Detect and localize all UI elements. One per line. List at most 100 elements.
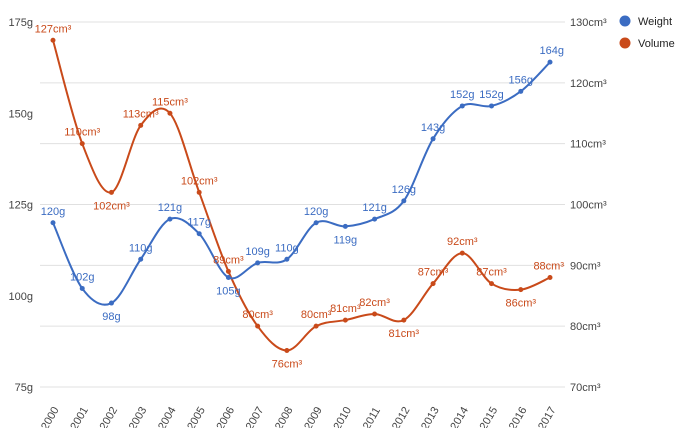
data-label-weight: 117g — [187, 217, 211, 229]
x-tick-label: 2004 — [156, 405, 179, 428]
data-point-volume — [342, 317, 348, 323]
data-point-volume — [225, 268, 231, 274]
legend: Weight Volume — [619, 15, 675, 50]
data-label-volume: 113cm³ — [123, 108, 159, 120]
x-tick-label: 2001 — [68, 405, 91, 428]
data-label-volume: 76cm³ — [272, 359, 303, 371]
data-label-volume: 80cm³ — [301, 309, 332, 321]
data-label-weight: 102g — [70, 271, 94, 283]
data-point-volume — [518, 287, 524, 293]
data-point-weight — [518, 88, 524, 94]
x-tick-label: 2006 — [214, 405, 237, 428]
x-tick-label: 2005 — [185, 405, 208, 428]
grid — [40, 21, 565, 388]
data-label-weight: 98g — [102, 311, 120, 323]
data-label-volume: 89cm³ — [213, 254, 244, 266]
data-point-volume — [313, 323, 319, 329]
data-label-volume: 87cm³ — [418, 267, 449, 279]
data-point-volume — [372, 311, 378, 317]
legend-label: Volume — [638, 38, 675, 50]
data-point-weight — [401, 198, 407, 204]
right-tick-label: 110cm³ — [570, 139, 606, 151]
left-axis: 75g 100g 125g 150g 175g — [9, 17, 33, 394]
data-point-weight — [489, 103, 495, 109]
data-label-weight: 164g — [540, 45, 564, 57]
x-tick-label: 2003 — [127, 405, 150, 428]
x-tick-label: 2017 — [536, 405, 559, 428]
data-point-weight — [372, 216, 378, 222]
data-label-weight: 120g — [304, 206, 328, 218]
data-label-volume: 127cm³ — [35, 23, 72, 35]
data-label-weight: 143g — [421, 122, 445, 134]
data-label-weight: 121g — [158, 202, 182, 214]
right-tick-label: 70cm³ — [570, 382, 601, 394]
data-point-volume — [430, 281, 436, 287]
data-point-weight — [79, 285, 85, 291]
data-point-weight — [50, 220, 56, 226]
right-tick-label: 90cm³ — [570, 260, 601, 272]
right-tick-label: 130cm³ — [570, 17, 607, 29]
data-label-volume: 115cm³ — [152, 96, 188, 108]
data-point-weight — [108, 300, 114, 306]
right-tick-label: 120cm³ — [570, 78, 607, 90]
legend-label: Weight — [638, 16, 672, 28]
x-tick-label: 2000 — [39, 405, 62, 428]
x-axis: 2000 2001 2002 2003 2004 2005 2006 2007 2008 2009… — [39, 405, 559, 428]
data-point-volume — [79, 141, 85, 147]
data-point-weight — [342, 223, 348, 229]
data-label-weight: 156g — [509, 74, 533, 86]
x-tick-label: 2002 — [98, 405, 121, 428]
data-point-weight — [167, 216, 173, 222]
data-label-volume: 82cm³ — [359, 297, 390, 309]
data-label-volume: 80cm³ — [242, 309, 273, 321]
left-tick-label: 125g — [9, 200, 33, 212]
data-label-volume: 102cm³ — [181, 175, 218, 187]
right-axis: 70cm³ 80cm³ 90cm³ 100cm³ 110cm³ 120cm³ 130cm³ — [570, 17, 607, 394]
data-label-volume: 110cm³ — [64, 127, 100, 139]
data-label-weight: 121g — [362, 202, 386, 214]
data-point-weight — [313, 220, 319, 226]
x-tick-label: 2014 — [448, 405, 471, 428]
legend-marker — [619, 15, 631, 27]
data-label-weight: 152g — [479, 89, 503, 101]
data-label-weight: 152g — [450, 89, 474, 101]
data-point-volume — [459, 250, 465, 256]
data-label-volume: 87cm³ — [476, 267, 507, 279]
x-tick-label: 2011 — [361, 405, 383, 428]
data-point-volume — [489, 281, 495, 287]
data-point-volume — [284, 348, 290, 353]
left-tick-label: 75g — [15, 382, 33, 394]
data-point-weight — [138, 256, 144, 262]
data-point-volume — [255, 323, 261, 329]
data-point-volume — [196, 189, 202, 195]
data-point-weight — [547, 59, 553, 65]
data-label-weight: 110g — [129, 242, 153, 254]
right-tick-label: 80cm³ — [570, 321, 601, 333]
data-point-volume — [108, 189, 114, 195]
data-point-volume — [547, 275, 553, 280]
x-tick-label: 2016 — [507, 405, 530, 428]
x-tick-label: 2015 — [478, 405, 501, 428]
data-point-weight — [196, 231, 202, 237]
x-tick-label: 2010 — [331, 405, 354, 428]
data-point-weight — [459, 103, 465, 109]
x-tick-label: 2012 — [390, 405, 413, 428]
left-tick-label: 175g — [9, 17, 33, 29]
data-point-weight — [255, 260, 261, 266]
data-label-weight: 119g — [334, 234, 358, 246]
series-group — [50, 37, 553, 353]
x-tick-label: 2007 — [244, 405, 267, 428]
data-label-volume: 81cm³ — [330, 303, 361, 315]
data-point-volume — [138, 122, 144, 128]
data-point-weight — [225, 275, 231, 280]
data-label-volume: 86cm³ — [505, 298, 536, 310]
data-label-volume: 92cm³ — [447, 236, 478, 248]
right-tick-label: 100cm³ — [570, 200, 607, 212]
data-label-volume: 102cm³ — [93, 200, 130, 212]
x-tick-label: 2009 — [302, 405, 325, 428]
data-point-weight — [284, 256, 290, 262]
series-line-volume — [52, 39, 551, 352]
